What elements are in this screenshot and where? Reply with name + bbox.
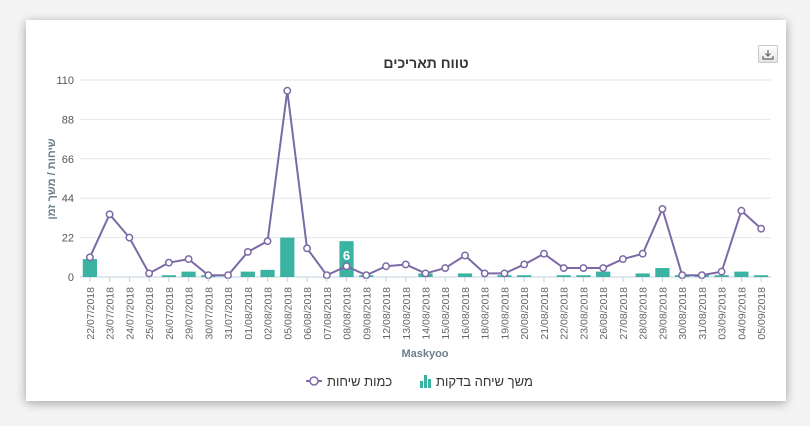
x-tick-label: 13/08/2018: [401, 287, 413, 340]
legend-label-calls: כמות שיחות: [327, 374, 392, 389]
bar: [556, 275, 571, 277]
calls-point: [480, 269, 489, 278]
bar: [181, 271, 196, 277]
legend-label-duration: משך שיחה בדקות: [436, 374, 533, 389]
x-tick-label: 15/08/2018: [440, 287, 452, 340]
y-tick-label: 44: [62, 193, 74, 205]
legend-item-calls[interactable]: כמות שיחות: [306, 374, 392, 389]
calls-line: [88, 89, 762, 277]
bar: [714, 275, 729, 277]
calls-point: [243, 247, 252, 256]
calls-point: [500, 269, 509, 278]
x-tick-label: 31/07/2018: [223, 287, 235, 340]
bar: [517, 275, 532, 277]
x-tick-label: 08/08/2018: [342, 287, 354, 340]
x-tick-label: 29/08/2018: [657, 287, 669, 340]
calls-point: [283, 86, 292, 95]
x-tick-label: 21/08/2018: [539, 287, 551, 340]
calls-point: [540, 249, 548, 258]
y-tick-label: 66: [62, 154, 74, 166]
y-tick-label: 110: [56, 75, 74, 87]
calls-point: [618, 255, 627, 264]
x-tick-label: 20/08/2018: [519, 287, 531, 340]
calls-point: [263, 237, 272, 246]
calls-point: [658, 204, 667, 213]
x-tick-label: 02/08/2018: [263, 287, 275, 340]
data-label: 6: [343, 248, 350, 263]
bar: [596, 271, 611, 277]
x-tick-label: 28/08/2018: [638, 287, 650, 340]
x-tick-label: 09/08/2018: [361, 287, 373, 340]
x-tick-label: 06/08/2018: [302, 287, 314, 340]
bar: [240, 271, 255, 277]
x-tick-label: 25/07/2018: [144, 287, 156, 340]
legend-item-duration[interactable]: משך שיחה בדקות: [420, 374, 533, 389]
x-tick-label: 31/08/2018: [697, 287, 709, 340]
calls-point: [638, 249, 647, 258]
x-tick-label: 30/08/2018: [677, 287, 689, 340]
calls-point: [382, 262, 390, 271]
x-tick-label: 22/08/2018: [559, 287, 571, 340]
calls-point: [599, 264, 608, 272]
x-tick-label: 29/07/2018: [184, 287, 196, 340]
x-tick-label: 07/08/2018: [322, 287, 334, 340]
calls-point: [125, 233, 134, 242]
calls-point: [105, 210, 114, 219]
bar: [161, 275, 176, 277]
bar: [457, 273, 473, 277]
calls-point: [737, 206, 746, 215]
calls-point: [342, 262, 351, 271]
x-tick-label: 04/09/2018: [736, 287, 748, 340]
bar: [655, 268, 670, 277]
bar: [576, 275, 591, 277]
x-tick-label: 23/08/2018: [578, 287, 590, 340]
x-axis-title: Maskyoo: [401, 348, 448, 360]
export-button[interactable]: [758, 45, 778, 63]
calls-point: [579, 264, 588, 272]
x-tick-label: 01/08/2018: [243, 287, 255, 340]
calls-point: [401, 260, 410, 269]
calls-point: [421, 269, 430, 278]
x-tick-label: 16/08/2018: [460, 287, 472, 340]
y-tick-label: 22: [62, 233, 74, 245]
calls-point: [184, 255, 193, 264]
y-axis-title: שיחות / משך זמן: [46, 138, 58, 219]
x-tick-label: 30/07/2018: [203, 287, 215, 340]
legend: משך שיחה בדקות כמות שיחות: [306, 374, 533, 389]
bar: [260, 269, 275, 277]
x-tick-label: 14/08/2018: [421, 287, 433, 340]
x-tick-label: 22/07/2018: [85, 287, 97, 340]
x-tick-label: 27/08/2018: [618, 287, 630, 340]
x-tick-label: 03/09/2018: [717, 287, 729, 340]
calls-point: [164, 258, 173, 267]
calls-point: [559, 264, 568, 272]
calls-point: [303, 244, 311, 253]
x-tick-label: 26/08/2018: [598, 287, 610, 340]
bar: [754, 275, 769, 277]
x-tick-label: 19/08/2018: [499, 287, 511, 340]
x-tick-label: 23/07/2018: [105, 287, 117, 340]
bar: [635, 273, 650, 277]
y-tick-label: 88: [62, 114, 74, 126]
calls-point: [461, 251, 469, 260]
calls-point: [85, 253, 94, 262]
bar: [280, 237, 295, 277]
x-tick-label: 26/07/2018: [164, 287, 176, 340]
calls-point: [717, 267, 726, 276]
calls-point: [757, 224, 766, 233]
x-tick-label: 12/08/2018: [381, 287, 393, 340]
x-tick-label: 05/08/2018: [282, 287, 294, 340]
chart-title: טווח תאריכים: [383, 55, 468, 71]
bar: [734, 271, 749, 277]
x-tick-label: 24/07/2018: [124, 287, 136, 340]
calls-point: [145, 269, 154, 278]
y-tick-label: 0: [68, 272, 74, 284]
download-icon: [762, 49, 774, 60]
bar: [82, 259, 97, 277]
x-tick-label: 18/08/2018: [480, 287, 492, 340]
calls-point: [441, 264, 450, 272]
x-tick-label: 05/09/2018: [756, 287, 768, 340]
calls-point: [520, 260, 529, 269]
